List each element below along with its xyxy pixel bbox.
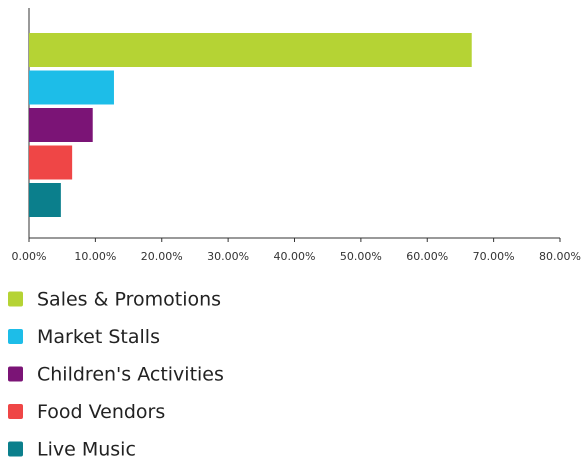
- bar: [29, 183, 61, 217]
- legend-label: Food Vendors: [37, 401, 165, 423]
- legend-label: Market Stalls: [37, 326, 160, 348]
- bar: [29, 145, 73, 180]
- bar: [29, 108, 93, 142]
- legend-swatch: [8, 404, 23, 419]
- x-tick-label: 30.00%: [207, 250, 249, 263]
- x-tick-label: 0.00%: [12, 250, 47, 263]
- bar: [29, 70, 114, 105]
- legend-swatch: [8, 366, 23, 382]
- x-tick-label: 10.00%: [74, 250, 116, 263]
- legend-label: Sales & Promotions: [37, 289, 221, 311]
- x-tick-label: 60.00%: [406, 250, 448, 263]
- legend-swatch: [8, 441, 23, 457]
- x-tick-label: 40.00%: [274, 250, 316, 263]
- legend-label: Live Music: [37, 439, 136, 457]
- legend-swatch: [8, 291, 23, 307]
- x-tick-label: 50.00%: [340, 250, 382, 263]
- legend-swatch: [8, 329, 23, 344]
- x-tick-label: 70.00%: [473, 250, 515, 263]
- x-tick-label: 80.00%: [539, 250, 581, 263]
- x-tick-label: 20.00%: [141, 250, 183, 263]
- bar: [29, 33, 472, 67]
- legend-label: Children's Activities: [37, 364, 224, 386]
